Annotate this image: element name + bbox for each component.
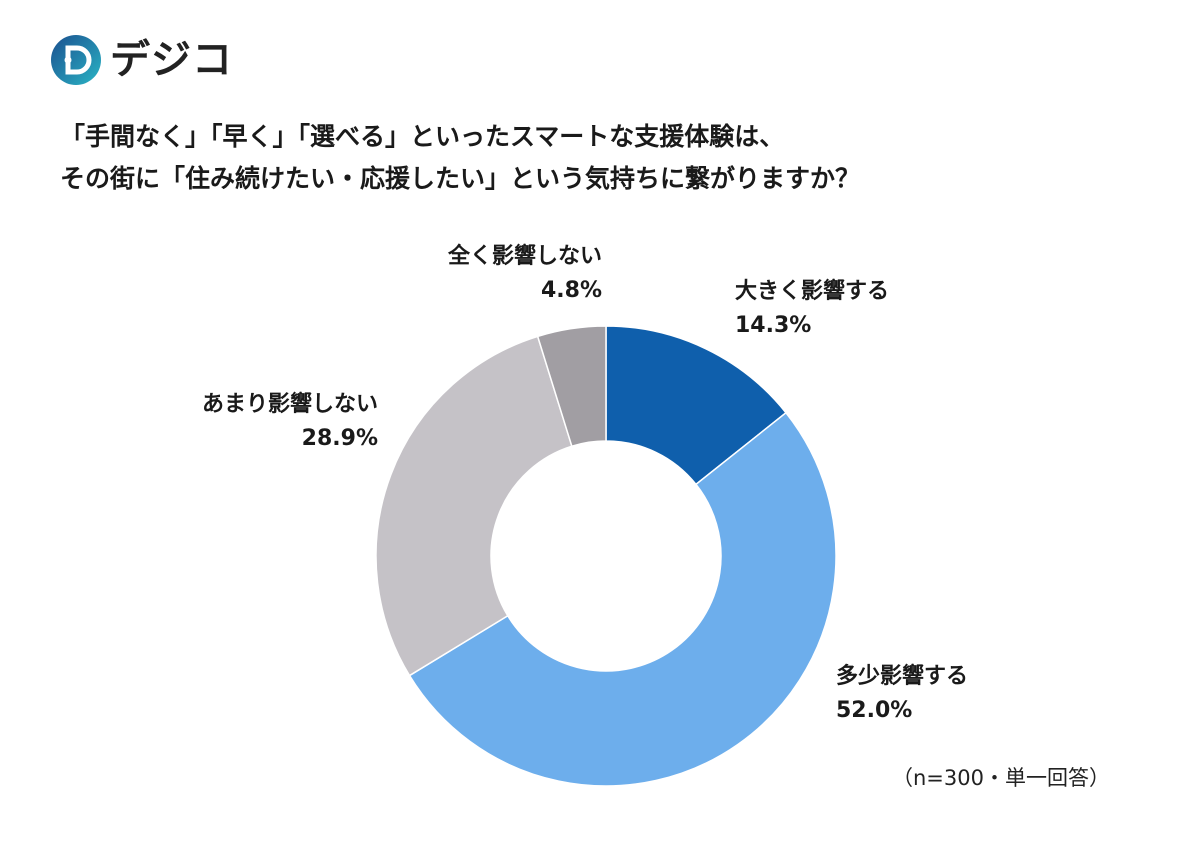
survey-question-title: 「手間なく」「早く」「選べる」といったスマートな支援体験は、 その街に「住み続け… [60,116,860,200]
slice-label-little-impact: あまり影響しない 28.9% [202,388,378,456]
slice-label-text: あまり影響しない [201,392,378,417]
brand-logo: デジコ [50,34,233,86]
slice-large-impact [605,325,788,486]
slice-label-large-impact: 大きく影響する 14.3% [735,275,889,343]
sample-note: （n=300・単一回答） [892,766,1110,790]
brand-name: デジコ [110,37,233,83]
slice-value-text: 52.0% [836,698,913,723]
slice-little-impact [375,335,573,677]
slice-label-text: 大きく影響する [735,279,890,304]
slice-label-text: 全く影響しない [447,244,602,269]
slice-label-no-impact: 全く影響しない 4.8% [448,240,602,308]
slice-some-impact [408,411,837,787]
slice-label-some-impact: 多少影響する 52.0% [836,660,968,728]
digico-logo-icon [51,35,101,85]
slice-no-impact [536,325,607,448]
slice-value-text: 28.9% [301,426,378,451]
slice-value-text: 4.8% [540,278,602,303]
slice-value-text: 14.3% [735,313,812,338]
slice-label-text: 多少影響する [836,664,969,689]
title-line-2: その街に「住み続けたい・応援したい」という気持ちに繋がりますか？ [60,164,861,193]
title-line-1: 「手間なく」「早く」「選べる」といったスマートな支援体験は、 [60,122,785,151]
